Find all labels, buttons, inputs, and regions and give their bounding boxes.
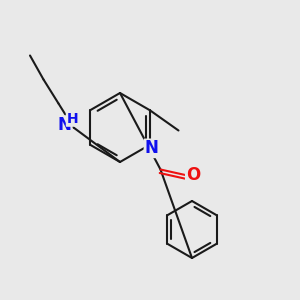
- Text: H: H: [67, 112, 78, 126]
- Text: O: O: [186, 167, 200, 184]
- Text: N: N: [144, 140, 158, 158]
- Text: N: N: [58, 116, 72, 134]
